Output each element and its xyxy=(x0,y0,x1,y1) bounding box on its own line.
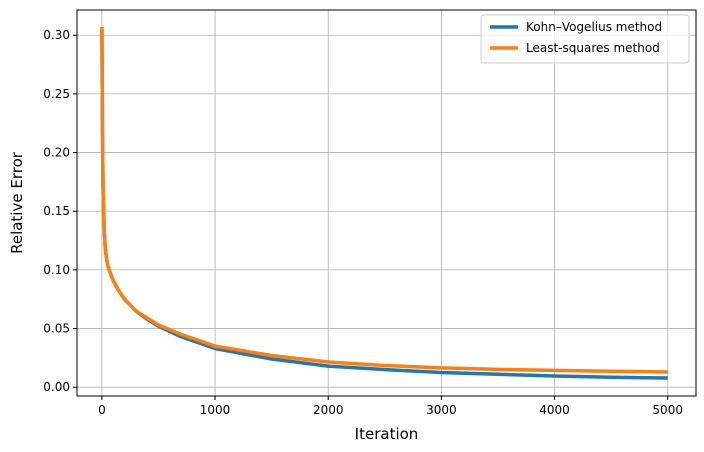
series-layer xyxy=(100,27,668,380)
y-axis-ticks: 0.00 0.05 0.10 0.15 0.20 0.25 0.30 xyxy=(43,28,77,394)
x-tick-label: 1000 xyxy=(200,403,231,417)
y-tick-label: 0.20 xyxy=(43,146,70,160)
y-tick-label: 0.30 xyxy=(43,28,70,42)
y-axis-label: Relative Error xyxy=(8,151,26,254)
x-tick-label: 4000 xyxy=(539,403,570,417)
x-axis-label: Iteration xyxy=(355,425,419,443)
x-tick-label: 5000 xyxy=(652,403,683,417)
series-line-least-squares xyxy=(100,27,668,374)
legend-label-least-squares: Least-squares method xyxy=(526,41,660,55)
y-tick-label: 0.00 xyxy=(43,380,70,394)
x-axis-ticks: 0 1000 2000 3000 4000 5000 xyxy=(98,396,683,417)
y-tick-label: 0.25 xyxy=(43,87,70,101)
x-tick-label: 3000 xyxy=(426,403,457,417)
y-tick-label: 0.15 xyxy=(43,204,70,218)
legend-box xyxy=(480,14,690,64)
x-tick-label: 0 xyxy=(98,403,106,417)
y-tick-label: 0.10 xyxy=(43,263,70,277)
x-tick-label: 2000 xyxy=(313,403,344,417)
plot-frame xyxy=(76,9,697,397)
grid-lines xyxy=(77,10,696,396)
legend-label-kohn-vogelius: Kohn–Vogelius method xyxy=(526,20,662,34)
legend: Kohn–Vogelius method Least-squares metho… xyxy=(480,14,690,64)
y-tick-label: 0.05 xyxy=(43,322,70,336)
